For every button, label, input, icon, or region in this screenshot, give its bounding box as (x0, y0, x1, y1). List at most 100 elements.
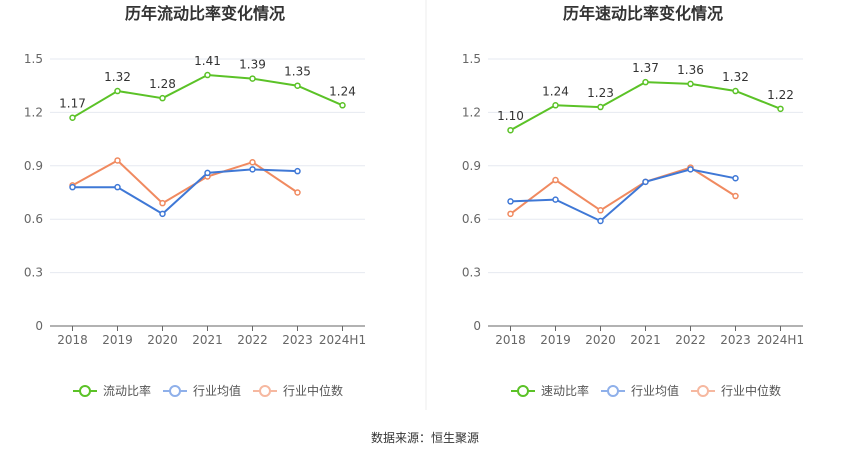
x-tick-label: 2019 (102, 333, 133, 347)
legend-label: 速动比率 (541, 383, 589, 398)
y-tick-label: 0.9 (462, 159, 481, 173)
data-label: 1.35 (284, 65, 311, 79)
x-tick-label: 2023 (720, 333, 751, 347)
main-ratio-point[interactable] (339, 102, 346, 109)
data-source: 数据来源：恒生聚源 (371, 430, 479, 445)
industry-average-point[interactable] (597, 217, 604, 225)
chart-title: 历年速动比率变化情况 (563, 4, 723, 23)
industry-average-line (72, 168, 298, 216)
main-ratio-point[interactable] (777, 105, 784, 113)
y-tick-label: 0.3 (462, 266, 481, 280)
legend-marker (259, 385, 271, 397)
y-tick-label: 0 (473, 319, 481, 333)
legend-item-industry-median[interactable]: 行业中位数 (253, 383, 343, 398)
data-label: 1.32 (104, 70, 131, 84)
industry-median-point[interactable] (507, 210, 514, 218)
legend-item-industry-median[interactable]: 行业中位数 (691, 383, 781, 398)
y-tick-label: 0 (35, 319, 43, 333)
main-ratio-point[interactable] (114, 87, 121, 95)
x-tick-label: 2022 (675, 333, 706, 347)
industry-average-point[interactable] (69, 183, 76, 191)
data-label: 1.10 (497, 109, 524, 123)
x-tick-label: 2024H1 (319, 333, 366, 347)
legend-item-industry-average[interactable]: 行业均值 (163, 383, 241, 398)
x-tick-label: 2020 (585, 333, 616, 347)
main-ratio-point[interactable] (204, 71, 211, 79)
y-tick-label: 1.5 (462, 52, 481, 66)
legend-label: 流动比率 (103, 383, 151, 398)
legend-marker (517, 385, 529, 397)
legend-label: 行业均值 (631, 383, 679, 398)
industry-average-line (510, 168, 736, 223)
industry-average-point[interactable] (507, 198, 514, 205)
data-label: 1.32 (722, 70, 749, 84)
industry-median-point[interactable] (294, 189, 301, 196)
main-ratio-point[interactable] (552, 102, 559, 109)
industry-average-point[interactable] (114, 183, 121, 191)
legend-marker (79, 385, 91, 397)
industry-median-point[interactable] (159, 199, 166, 207)
industry-average-point[interactable] (642, 178, 649, 186)
data-label: 1.22 (767, 88, 794, 102)
legend-item-main-ratio[interactable]: 速动比率 (511, 383, 589, 398)
industry-median-line (509, 166, 737, 215)
main-ratio-point[interactable] (732, 87, 739, 95)
industry-average-point[interactable] (732, 175, 739, 182)
x-tick-label: 2023 (282, 333, 313, 347)
industry-median-point[interactable] (249, 158, 256, 166)
main-ratio-point[interactable] (642, 78, 649, 86)
industry-median-point[interactable] (552, 176, 559, 184)
legend-marker (169, 385, 181, 397)
industry-median-point[interactable] (114, 157, 121, 164)
x-tick-label: 2018 (495, 333, 526, 347)
industry-average-point[interactable] (204, 169, 211, 177)
y-tick-label: 0.9 (24, 159, 43, 173)
legend-item-main-ratio[interactable]: 流动比率 (73, 383, 151, 398)
legend-label: 行业中位数 (721, 383, 781, 398)
industry-average-point[interactable] (249, 166, 256, 173)
x-tick-label: 2020 (147, 333, 178, 347)
y-tick-label: 1.2 (24, 105, 43, 119)
chart-title: 历年流动比率变化情况 (125, 4, 285, 23)
industry-median-point[interactable] (597, 207, 604, 214)
data-label: 1.24 (329, 84, 356, 98)
x-tick-label: 2021 (630, 333, 661, 347)
industry-average-point[interactable] (687, 166, 694, 173)
x-tick-label: 2021 (192, 333, 223, 347)
main-ratio-point[interactable] (597, 103, 604, 111)
x-tick-label: 2022 (237, 333, 268, 347)
legend-marker (607, 385, 619, 397)
x-tick-label: 2024H1 (757, 333, 804, 347)
main-ratio-point[interactable] (687, 80, 694, 88)
data-label: 1.39 (239, 58, 266, 72)
data-label: 1.17 (59, 97, 86, 111)
main-ratio-point[interactable] (507, 126, 514, 134)
data-label: 1.24 (542, 84, 569, 98)
y-tick-label: 1.5 (24, 52, 43, 66)
data-label: 1.36 (677, 63, 704, 77)
main-ratio-point[interactable] (159, 94, 166, 102)
legend-item-industry-average[interactable]: 行业均值 (601, 383, 679, 398)
data-label: 1.37 (632, 61, 659, 75)
data-label: 1.28 (149, 77, 176, 91)
legend-label: 行业中位数 (283, 383, 343, 398)
y-tick-label: 0.6 (24, 212, 43, 226)
industry-average-point[interactable] (159, 210, 166, 218)
y-tick-label: 0.3 (24, 266, 43, 280)
industry-median-line (72, 159, 299, 205)
quick-ratio-chart: 历年速动比率变化情况 0 0.3 0.6 0.9 1.2 1.5 2018 2019 2020 20… (462, 4, 804, 398)
y-tick-label: 1.2 (462, 105, 481, 119)
main-ratio-point[interactable] (249, 75, 256, 82)
industry-median-point[interactable] (732, 192, 739, 200)
data-label: 1.41 (194, 54, 221, 68)
main-ratio-point[interactable] (294, 82, 301, 89)
industry-average-point[interactable] (294, 167, 301, 175)
current-ratio-chart: 历年流动比率变化情况 0 0.3 0.6 0.9 1.2 1.5 2018 2019 2020 20… (24, 4, 366, 398)
legend-label: 行业均值 (193, 383, 241, 398)
x-tick-label: 2019 (540, 333, 571, 347)
legend-marker (697, 385, 709, 397)
industry-average-point[interactable] (552, 196, 559, 203)
data-label: 1.23 (587, 86, 614, 100)
main-ratio-point[interactable] (69, 114, 76, 121)
